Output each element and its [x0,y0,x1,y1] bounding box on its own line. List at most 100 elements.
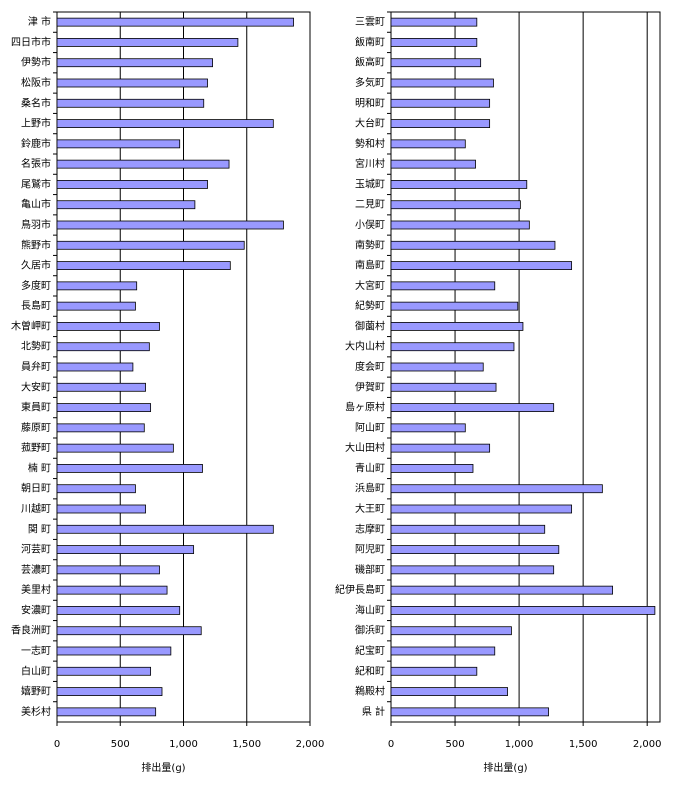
y-tick-label: 長島町 [21,299,51,312]
y-tick-label: 阿児町 [355,544,385,556]
y-tick-label: 香良洲町 [11,624,51,637]
y-tick-label: 大王町 [355,502,385,515]
bar [56,98,205,108]
bar [56,666,152,676]
y-tick-label: 大台町 [355,117,385,130]
y-tick-label: 朝日町 [21,483,51,495]
y-tick-label: 菰野町 [21,442,51,454]
x-tick-label: 0 [388,739,394,750]
y-tick-label: 美杉村 [21,705,51,718]
bar [390,524,546,534]
y-tick-label: 安濃町 [21,603,51,616]
y-tick-label: 鵜殿村 [355,685,385,698]
y-tick-label: 桑名市 [21,96,51,109]
y-tick-label: 四日市市 [11,35,51,48]
x-tick-label: 1,000 [505,739,534,750]
y-tick-label: 熊野市 [21,238,51,251]
y-tick-label: 紀伊長島町 [335,583,385,596]
y-tick-label: 美里村 [21,583,51,596]
y-tick-label: 大山田村 [345,441,385,454]
bar [390,342,515,352]
bar [56,403,152,412]
y-tick-label: 上野市 [21,117,51,130]
y-tick-label: 松阪市 [21,76,51,89]
bar [390,281,496,291]
y-tick-label: 亀山市 [21,198,51,211]
x-tick-label: 500 [446,739,465,750]
y-tick-label: 志摩町 [355,522,385,535]
bar [56,180,208,189]
bar [390,565,555,575]
y-tick-label: 多気町 [355,76,385,89]
y-tick-label: 芸濃町 [21,563,51,576]
y-tick-label: 津 市 [28,15,51,28]
bar [390,58,482,68]
y-tick-label: 御浜町 [355,624,385,637]
y-tick-label: 久居市 [21,259,51,272]
bar [56,220,284,230]
bar [390,504,573,514]
bar [56,606,181,615]
bar [56,342,150,352]
bar [390,403,555,412]
bar [56,443,174,453]
bar [56,362,134,372]
bar [390,707,549,717]
bar [390,38,478,47]
y-tick-label: 木曽岬町 [11,319,51,332]
bar [390,139,466,149]
bar [56,17,294,27]
bar [390,362,484,372]
bar [56,38,239,47]
y-tick-label: 磯部町 [355,563,385,576]
bar [390,666,478,676]
bar [56,524,274,534]
bar [56,484,136,494]
bar [56,585,168,595]
y-tick-label: 一志町 [21,644,51,657]
bar [390,545,560,554]
y-tick-label: 県 計 [362,705,385,718]
y-tick-label: 南勢町 [355,238,385,251]
bar [390,119,491,128]
y-tick-label: 浜島町 [355,482,385,495]
bar [56,707,157,717]
bar [390,646,496,656]
bar [56,301,136,311]
x-tick-label: 1,500 [569,739,598,750]
bar [56,139,181,149]
x-axis-title: 排出量(g) [483,761,527,774]
y-tick-label: 二見町 [355,199,385,211]
bar [390,382,497,392]
y-tick-label: 紀宝町 [355,644,385,657]
y-tick-label: 御薗村 [355,319,385,332]
y-tick-label: 大安町 [21,380,51,393]
x-tick-label: 2,000 [633,739,662,750]
y-tick-label: 大内山村 [345,340,385,353]
y-tick-label: 海山町 [355,603,385,616]
bar [390,220,530,230]
bar [390,301,519,311]
bar [390,484,603,494]
y-tick-label: 大宮町 [355,279,385,292]
x-tick-label: 1,000 [169,739,198,750]
y-tick-label: 員弁町 [21,360,51,373]
bar [390,626,512,636]
y-tick-label: 明和町 [355,97,385,109]
bar [56,646,172,656]
y-tick-label: 飯高町 [355,56,385,69]
bar [390,585,614,595]
bar [390,200,521,210]
y-tick-label: 伊勢市 [21,56,51,69]
y-tick-label: 阿山町 [355,422,385,434]
bar [390,423,466,433]
y-tick-label: 北勢町 [21,340,51,353]
x-tick-label: 1,500 [232,739,261,750]
y-tick-label: 白山町 [21,664,51,677]
bar [390,159,476,169]
bar [56,58,213,68]
y-tick-label: 名張市 [21,157,51,170]
y-tick-label: 三雲町 [355,16,385,28]
bar [56,159,230,169]
y-tick-label: 川越町 [21,502,51,515]
